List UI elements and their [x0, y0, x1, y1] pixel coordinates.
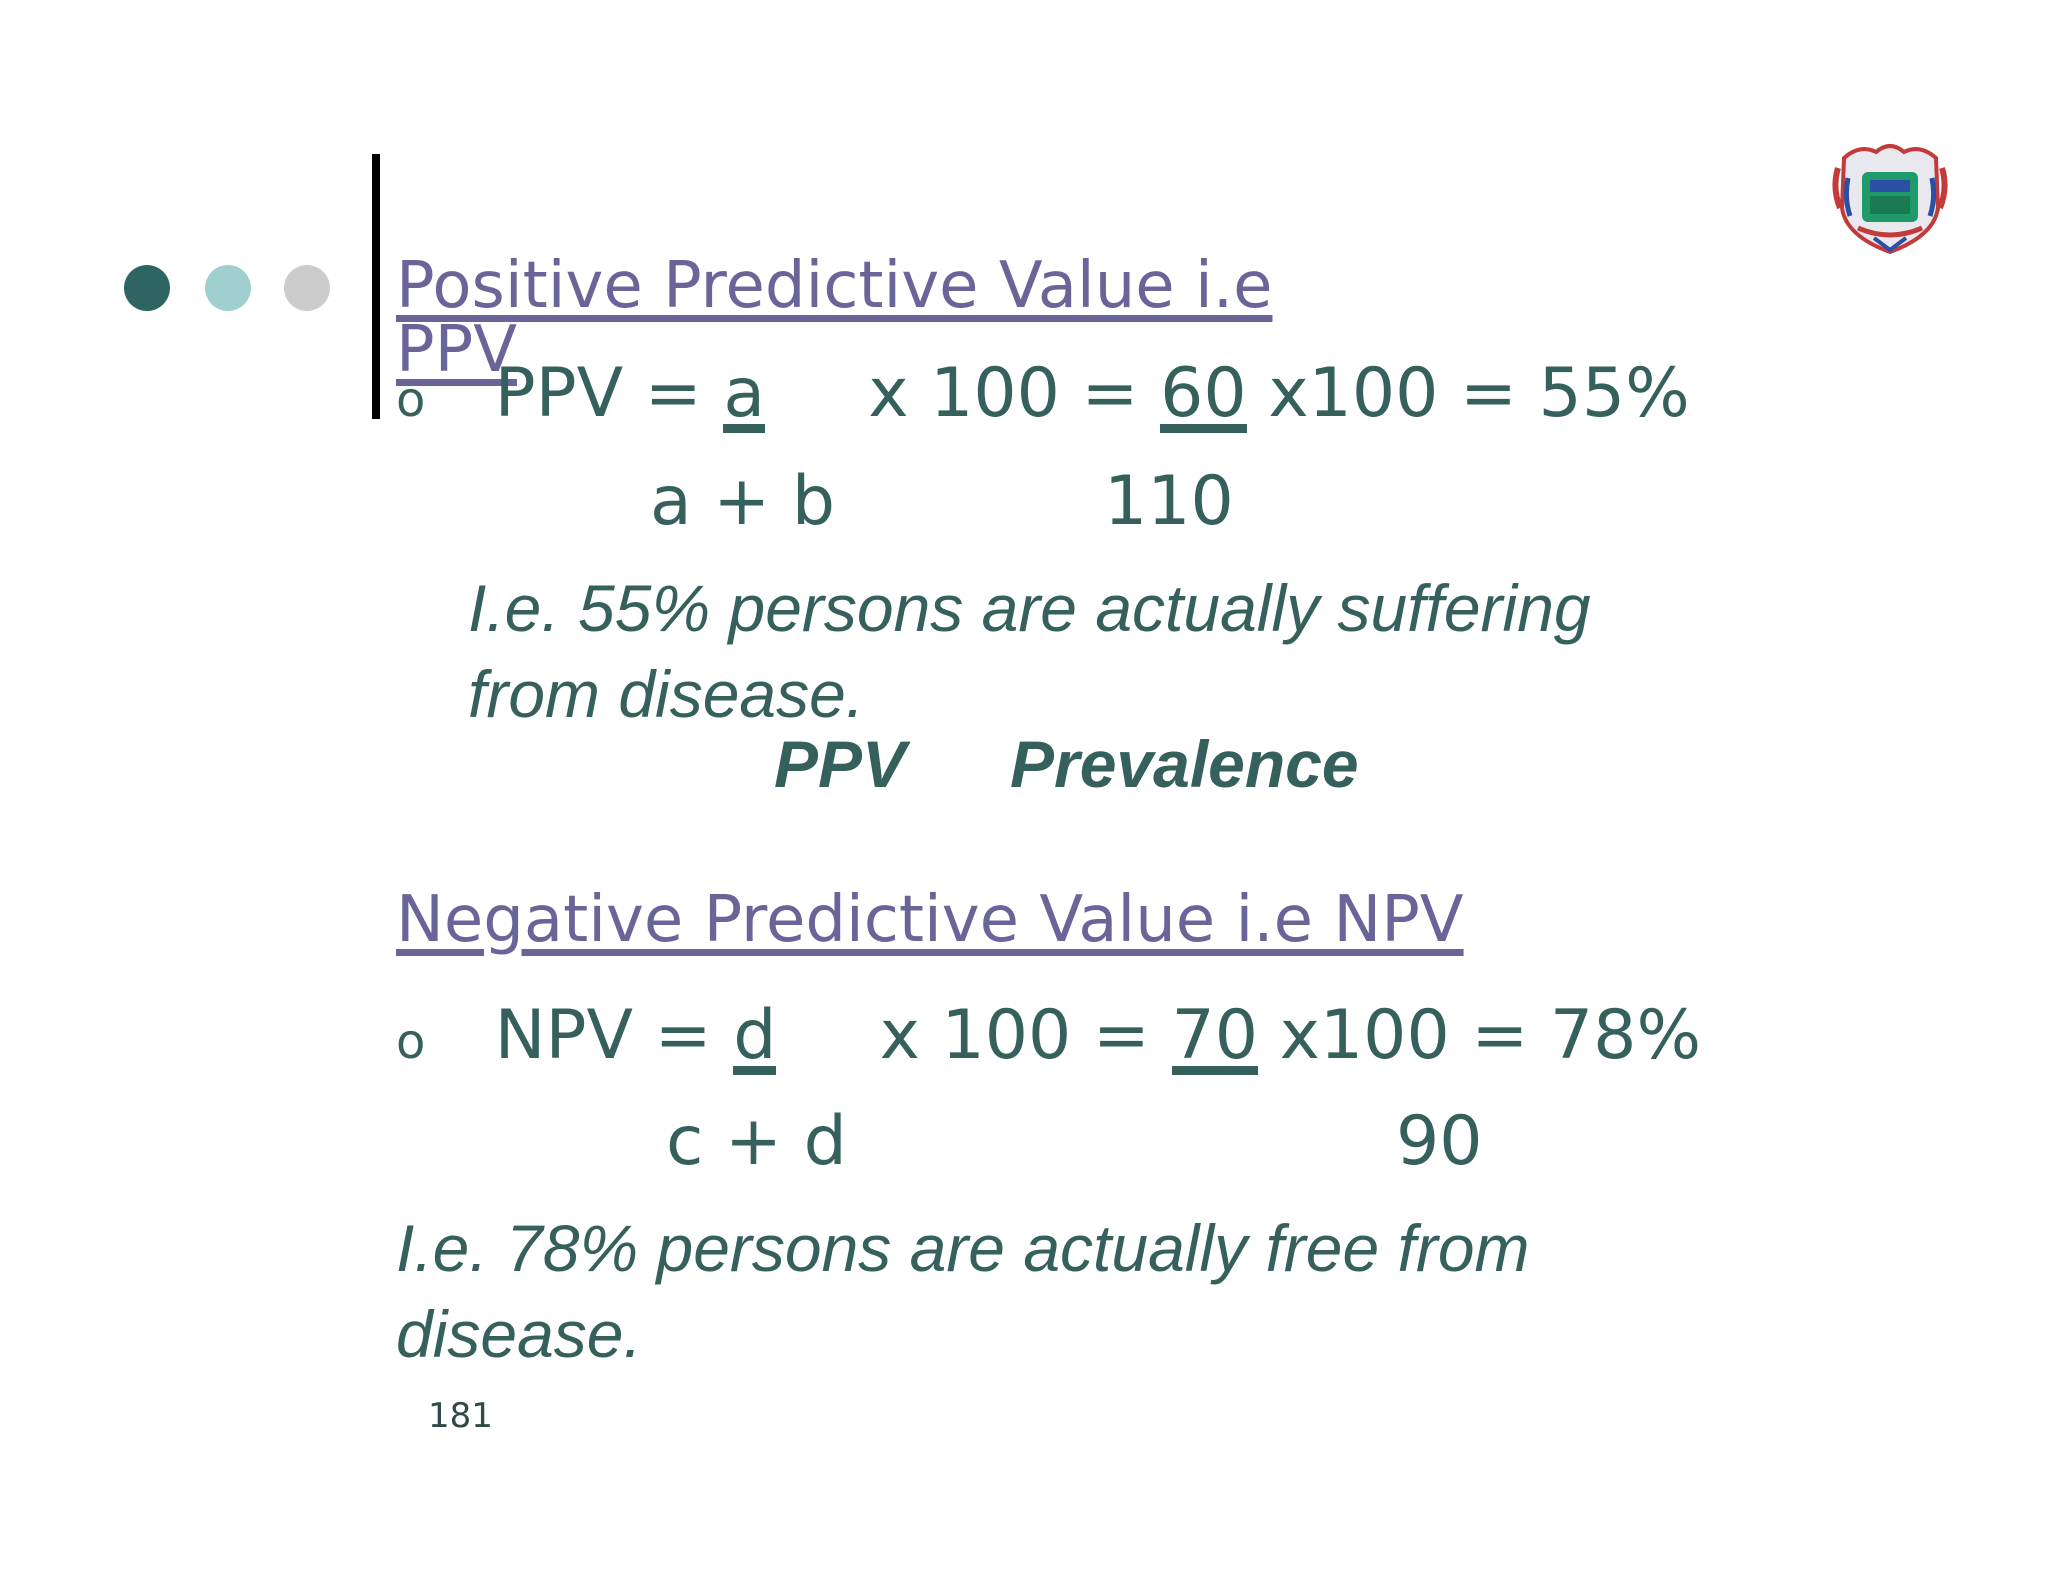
decor-dot-grey: [284, 265, 330, 311]
npv-rhs: x100 = 78%: [1279, 996, 1702, 1075]
page-number: 181: [428, 1396, 493, 1436]
ppv-rhs: x100 = 55%: [1268, 354, 1690, 433]
ppv-mid: x 100 =: [868, 354, 1161, 433]
ppv-value-numerator: 60: [1160, 354, 1247, 434]
relation-prevalence-label: Prevalence: [1010, 727, 1359, 801]
npv-lhs: NPV =: [494, 996, 734, 1075]
npv-heading: Negative Predictive Value i.e NPV: [396, 883, 1464, 957]
ppv-value-denominator: 110: [1104, 462, 1234, 541]
decor-dot-teal: [205, 265, 251, 311]
npv-denominator: c + d: [666, 1102, 847, 1181]
npv-mid: x 100 =: [879, 996, 1172, 1075]
title-divider-bar: [372, 154, 380, 419]
ppv-note-line2: from disease.: [468, 657, 865, 731]
ppv-formula: o PPV = a x 100 = 60 x100 = 55%: [396, 354, 1690, 434]
npv-numerator: d: [733, 996, 777, 1076]
ppv-heading: Positive Predictive Value i.e PPV: [396, 249, 1273, 387]
npv-bullet: o: [396, 1014, 426, 1070]
decor-dot-dark: [124, 265, 170, 311]
npv-value-numerator: 70: [1171, 996, 1259, 1076]
ppv-bullet: o: [396, 372, 426, 428]
ppv-note-line1: I.e. 55% persons are actually suffering: [468, 571, 1591, 645]
npv-formula: o NPV = d x 100 = 70 x100 = 78%: [396, 996, 1701, 1076]
npv-note-line1: I.e. 78% persons are actually free from: [396, 1211, 1530, 1285]
npv-value-denominator: 90: [1396, 1102, 1483, 1181]
npv-note-line2: disease.: [396, 1297, 642, 1371]
ppv-numerator: a: [723, 354, 766, 434]
coat-of-arms-emblem-icon: [1832, 144, 1948, 255]
ppv-lhs: PPV =: [494, 354, 724, 433]
relation-ppv-label: PPV: [774, 727, 907, 801]
ppv-denominator: a + b: [650, 462, 836, 541]
